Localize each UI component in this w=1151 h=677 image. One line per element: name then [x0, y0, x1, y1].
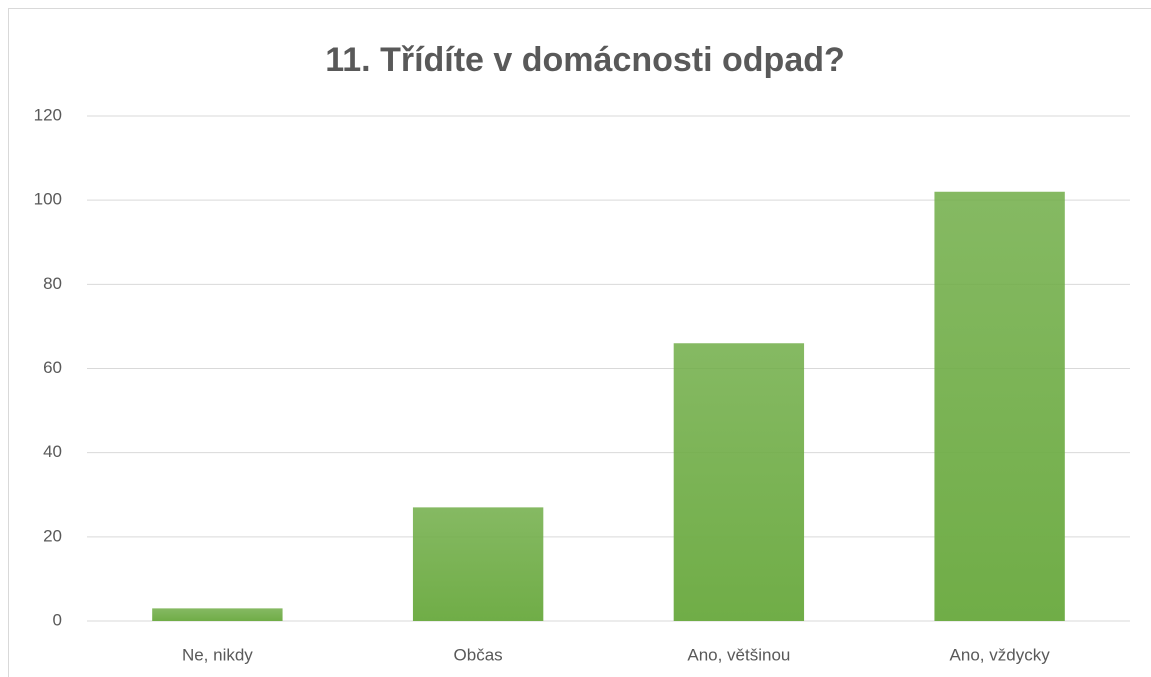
y-tick-label: 40: [43, 442, 62, 461]
y-tick-label: 80: [43, 274, 62, 293]
y-tick-label: 60: [43, 358, 62, 377]
chart-title: 11. Třídíte v domácnosti odpad?: [325, 41, 845, 79]
y-tick-label: 120: [34, 105, 62, 124]
x-tick-label: Ano, většinou: [687, 645, 790, 664]
y-tick-label: 0: [53, 610, 62, 629]
y-tick-label: 100: [34, 190, 62, 209]
x-tick-label: Ano, vždycky: [950, 645, 1051, 664]
bar: [934, 191, 1065, 621]
x-tick-label: Občas: [454, 645, 503, 664]
bar: [412, 507, 544, 621]
bar: [673, 343, 805, 621]
y-tick-label: 20: [43, 526, 62, 545]
x-tick-label: Ne, nikdy: [182, 645, 253, 664]
bar: [152, 608, 283, 621]
